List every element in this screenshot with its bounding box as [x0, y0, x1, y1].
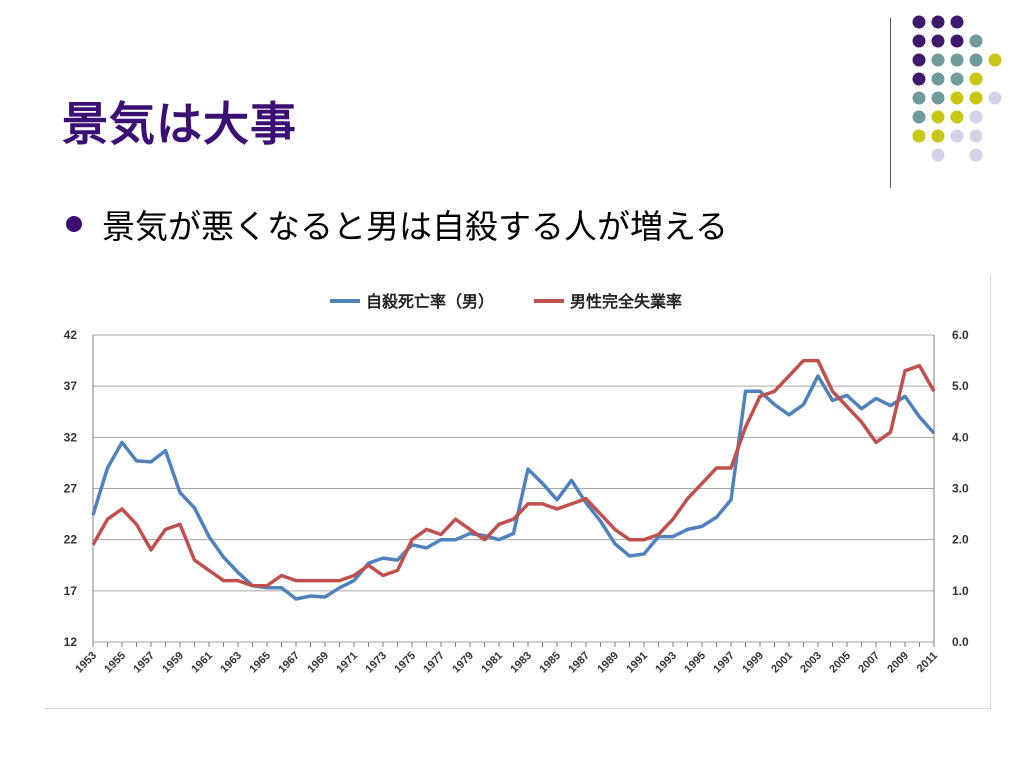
x-tick-label: 1989	[595, 650, 621, 676]
x-tick-label: 1965	[247, 650, 273, 676]
x-tick-label: 1953	[73, 650, 99, 676]
x-tick-label: 1997	[711, 650, 737, 676]
y-right-tick-label: 2.0	[952, 533, 969, 547]
decorative-divider	[890, 18, 891, 188]
x-tick-label: 1977	[421, 650, 447, 676]
series-line	[91, 374, 936, 601]
y-left-tick-label: 32	[64, 430, 78, 444]
x-tick-label: 2011	[915, 650, 940, 675]
x-tick-label: 2007	[856, 650, 882, 676]
x-tick-label: 1995	[682, 650, 708, 676]
x-tick-label: 1955	[102, 650, 128, 676]
x-tick-label: 2009	[885, 650, 911, 676]
x-tick-label: 1999	[740, 650, 766, 676]
x-tick-label: 1961	[189, 650, 215, 676]
legend-label: 男性完全失業率	[570, 292, 682, 311]
x-tick-label: 1985	[537, 650, 563, 676]
x-tick-label: 2005	[827, 650, 853, 676]
slide-title: 景気は大事	[62, 97, 297, 151]
y-left-tick-label: 37	[64, 379, 78, 393]
bullet-item: 景気が悪くなると男は自殺する人が増える	[66, 200, 728, 248]
y-right-tick-label: 3.0	[952, 482, 969, 496]
x-tick-label: 1979	[450, 650, 476, 676]
y-right-tick-label: 6.0	[952, 328, 969, 342]
bullet-dot-icon	[66, 216, 82, 232]
x-tick-label: 2001	[769, 650, 795, 676]
x-tick-label: 1957	[131, 650, 157, 676]
x-tick-label: 1981	[479, 650, 505, 676]
x-tick-label: 1993	[653, 650, 679, 676]
y-left-tick-label: 42	[64, 328, 78, 342]
y-right-tick-label: 4.0	[952, 430, 969, 444]
x-tick-label: 1969	[305, 650, 331, 676]
x-tick-label: 1991	[624, 650, 650, 676]
legend-label: 自殺死亡率（男）	[366, 292, 494, 311]
series-line	[91, 358, 936, 588]
y-right-tick-label: 5.0	[952, 379, 969, 393]
bullet-text: 景気が悪くなると男は自殺する人が増える	[102, 207, 729, 246]
y-left-tick-label: 22	[64, 533, 78, 547]
x-tick-label: 1971	[334, 650, 360, 676]
y-right-tick-label: 0.0	[952, 635, 969, 649]
x-tick-label: 1967	[276, 650, 302, 676]
x-tick-label: 1975	[392, 650, 418, 676]
x-tick-label: 1963	[218, 650, 244, 676]
x-tick-label: 1983	[508, 650, 534, 676]
y-left-tick-label: 17	[64, 584, 78, 598]
x-tick-label: 2003	[798, 650, 824, 676]
chart-frame	[44, 274, 991, 709]
y-right-tick-label: 1.0	[952, 584, 969, 598]
x-tick-label: 1987	[566, 650, 592, 676]
x-tick-label: 1959	[160, 650, 186, 676]
x-tick-label: 1973	[363, 650, 389, 676]
y-left-tick-label: 12	[64, 635, 78, 649]
y-left-tick-label: 27	[64, 482, 78, 496]
